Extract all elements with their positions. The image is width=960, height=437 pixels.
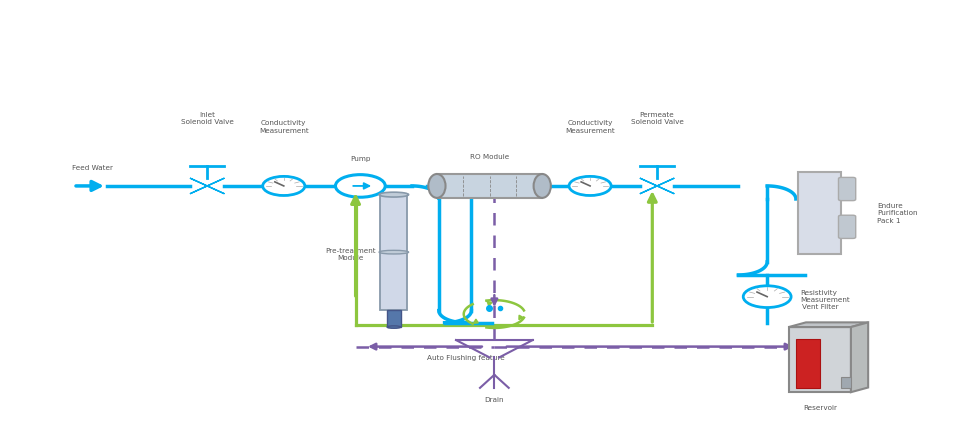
Circle shape — [263, 177, 305, 195]
Text: Conductivity
Measurement: Conductivity Measurement — [565, 120, 615, 134]
Ellipse shape — [379, 192, 409, 197]
Text: Permeate
Solenoid Valve: Permeate Solenoid Valve — [631, 111, 684, 125]
Text: Resistivity
Measurement: Resistivity Measurement — [801, 290, 851, 303]
Bar — [797, 339, 820, 388]
Text: Vent Filter: Vent Filter — [802, 304, 838, 310]
Circle shape — [569, 177, 612, 195]
Bar — [387, 310, 400, 327]
Polygon shape — [789, 323, 868, 327]
FancyBboxPatch shape — [838, 215, 855, 239]
Bar — [841, 377, 851, 388]
Polygon shape — [851, 323, 868, 392]
Ellipse shape — [387, 326, 400, 328]
Text: Reservoir: Reservoir — [803, 405, 837, 411]
Bar — [380, 194, 407, 310]
Text: Endure
Purification
Pack 1: Endure Purification Pack 1 — [877, 203, 918, 224]
Circle shape — [743, 286, 791, 308]
Circle shape — [335, 175, 385, 197]
Bar — [789, 327, 851, 392]
Bar — [437, 174, 542, 198]
Polygon shape — [190, 178, 225, 194]
Text: Pump: Pump — [350, 156, 371, 162]
Text: Auto Flushing feature: Auto Flushing feature — [427, 355, 505, 361]
Polygon shape — [640, 178, 674, 194]
Polygon shape — [640, 178, 674, 194]
Text: Drain: Drain — [485, 396, 504, 402]
Text: Conductivity
Measurement: Conductivity Measurement — [259, 120, 309, 134]
Text: RO Module: RO Module — [470, 154, 509, 160]
FancyBboxPatch shape — [838, 177, 855, 201]
Ellipse shape — [534, 174, 551, 198]
Text: Inlet
Solenoid Valve: Inlet Solenoid Valve — [180, 111, 233, 125]
Ellipse shape — [428, 174, 445, 198]
Bar — [799, 172, 841, 254]
Polygon shape — [190, 178, 225, 194]
Ellipse shape — [379, 250, 409, 254]
Text: Pre-treatment
Module: Pre-treatment Module — [325, 248, 376, 261]
Text: Feed Water: Feed Water — [72, 165, 113, 171]
